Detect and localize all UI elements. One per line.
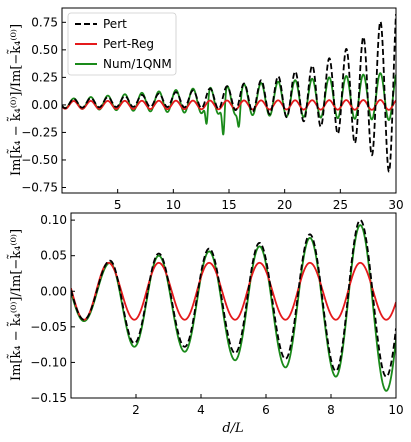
y-tick-label: 0.05 <box>40 249 67 263</box>
top-series-group <box>62 14 396 173</box>
bottom-ticks: 2 4 6 8 10 −0.15 −0.10 −0.05 0.00 0.05 0.10 <box>30 213 403 417</box>
legend-label-num-1qnm: Num/1QNM <box>103 57 172 71</box>
y-tick-label: −0.50 <box>21 153 58 167</box>
bottom-series-group <box>71 219 396 392</box>
bottom-x-axis-label: d/L <box>222 421 243 436</box>
y-tick-label: −0.25 <box>21 125 58 139</box>
x-tick-label: 4 <box>197 403 205 417</box>
bottom-y-axis-label: Im[k̃₄ − k̃₄⁽⁰⁾]/Im[−k̃₄⁽⁰⁾] <box>7 229 24 381</box>
series-line-pert <box>71 219 396 378</box>
series-line-pert-reg <box>62 99 396 111</box>
legend: Pert Pert-Reg Num/1QNM <box>67 12 177 76</box>
x-tick-label: 8 <box>327 403 335 417</box>
y-tick-label: −0.05 <box>30 320 67 334</box>
y-tick-label: 0.00 <box>31 98 58 112</box>
y-tick-label: −0.10 <box>30 355 67 369</box>
x-tick-label: 2 <box>132 403 140 417</box>
x-tick-label: 10 <box>166 198 181 212</box>
top-ticks: 5 10 15 20 25 30 −0.75 −0.50 −0.25 0.00 0.25 0.50 0.… <box>21 15 403 212</box>
x-tick-label: 20 <box>277 198 292 212</box>
x-tick-label: 10 <box>388 403 403 417</box>
x-tick-label: 6 <box>262 403 270 417</box>
x-tick-label: 5 <box>114 198 122 212</box>
y-tick-label: 0.25 <box>31 70 58 84</box>
y-tick-label: 0.75 <box>31 15 58 29</box>
top-y-axis-label: Im[k̃₄ − k̃₄⁽⁰⁾]/Im[−k̃₄⁽⁰⁾] <box>7 24 24 176</box>
x-tick-label: 30 <box>388 198 403 212</box>
legend-label-pert-reg: Pert-Reg <box>103 37 154 51</box>
y-tick-label: 0.50 <box>31 43 58 57</box>
bottom-plot-frame <box>70 212 397 399</box>
top-panel: 5 10 15 20 25 30 −0.75 −0.50 −0.25 0.00 0.25 0.50 0.… <box>7 7 404 212</box>
series-line-pert <box>62 14 396 173</box>
y-tick-label: 0.10 <box>40 213 67 227</box>
y-tick-label: 0.00 <box>40 284 67 298</box>
y-tick-label: −0.15 <box>30 391 67 405</box>
series-line-pert-reg <box>71 261 396 321</box>
x-tick-label: 25 <box>333 198 348 212</box>
series-line-num-1qnm <box>71 224 396 392</box>
bottom-panel: 2 4 6 8 10 −0.15 −0.10 −0.05 0.00 0.05 0.10 Im[k̃₄… <box>7 212 404 436</box>
legend-box <box>67 12 177 76</box>
legend-label-pert: Pert <box>103 17 127 31</box>
x-tick-label: 15 <box>221 198 236 212</box>
y-tick-label: −0.75 <box>21 180 58 194</box>
